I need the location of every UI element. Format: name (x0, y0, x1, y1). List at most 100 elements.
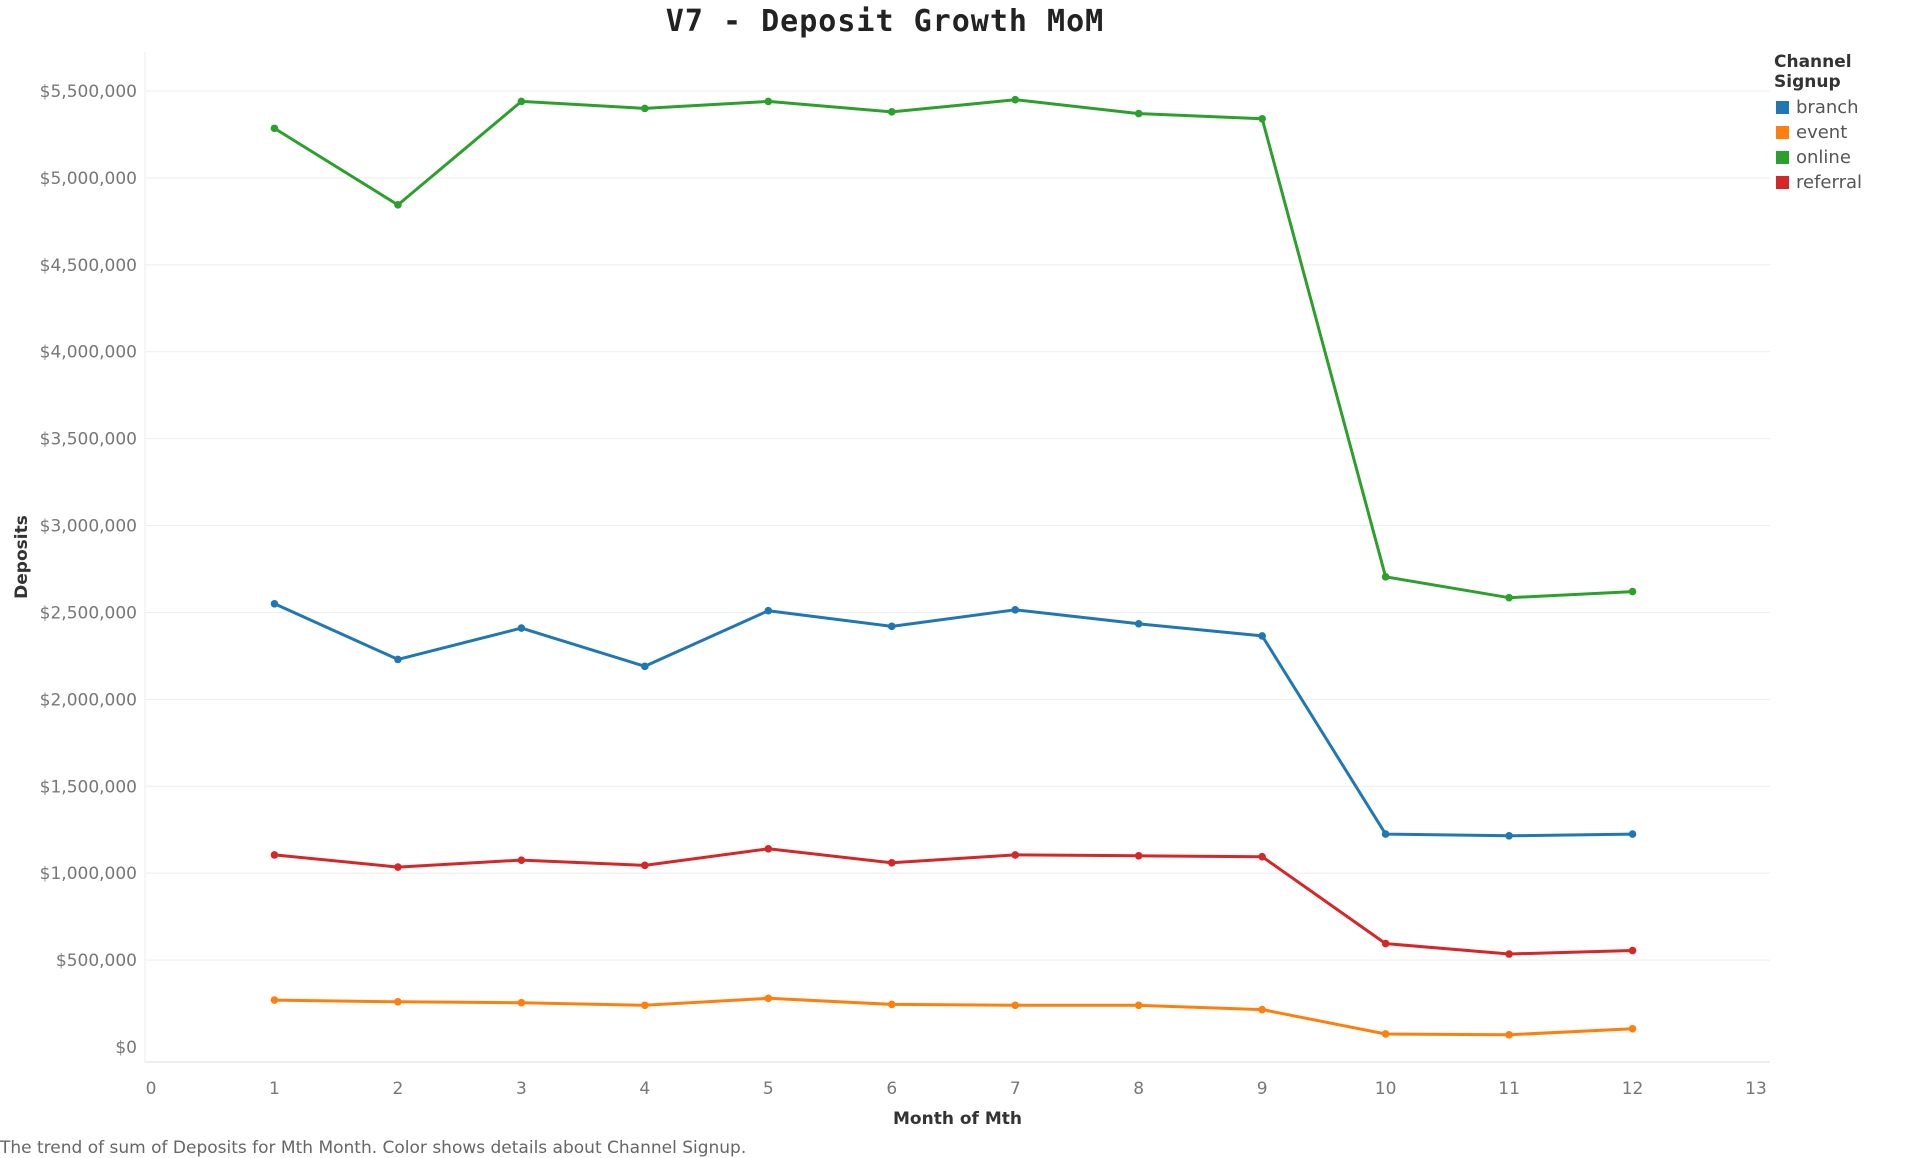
data-point-event[interactable] (1381, 1030, 1390, 1038)
data-point-referral[interactable] (1011, 851, 1020, 859)
data-point-online[interactable] (1011, 95, 1020, 104)
data-point-referral[interactable] (270, 851, 279, 859)
data-point-branch[interactable] (517, 624, 526, 632)
data-point-event[interactable] (1134, 1001, 1143, 1010)
y-tick-label: $500,000 (56, 951, 137, 971)
data-point-online[interactable] (1505, 593, 1513, 602)
x-tick-label: 8 (1133, 1079, 1144, 1099)
y-tick-label: $4,500,000 (40, 256, 137, 276)
data-point-branch[interactable] (764, 606, 773, 615)
y-tick-label: $2,000,000 (40, 690, 137, 710)
x-axis-title: Month of Mth (893, 1109, 1022, 1129)
x-tick-label: 9 (1257, 1079, 1268, 1099)
data-point-referral[interactable] (517, 856, 526, 864)
data-point-online[interactable] (394, 201, 402, 209)
series-online (270, 95, 1637, 602)
legend-label: referral (1796, 172, 1863, 193)
data-point-event[interactable] (1258, 1005, 1266, 1014)
data-point-event[interactable] (764, 994, 773, 1003)
x-tick-label: 4 (639, 1079, 650, 1099)
y-tick-label: $3,500,000 (40, 430, 137, 450)
data-point-referral[interactable] (1381, 939, 1390, 948)
x-tick-label: 11 (1498, 1079, 1520, 1099)
data-point-referral[interactable] (1134, 852, 1143, 860)
legend-label: branch (1796, 97, 1859, 118)
data-point-event[interactable] (887, 1000, 896, 1009)
legend-item-referral[interactable]: referral (1774, 170, 1911, 195)
data-point-referral[interactable] (1628, 946, 1637, 955)
data-point-branch[interactable] (1628, 830, 1637, 838)
x-tick-label: 12 (1622, 1079, 1644, 1099)
y-tick-label: $5,500,000 (40, 82, 137, 102)
data-point-referral[interactable] (764, 845, 773, 853)
data-point-branch[interactable] (270, 599, 279, 608)
data-point-online[interactable] (641, 104, 649, 113)
data-point-referral[interactable] (887, 858, 896, 867)
y-axis-title: Deposits (12, 515, 32, 599)
data-point-branch[interactable] (1258, 632, 1266, 640)
data-point-referral[interactable] (1505, 950, 1513, 958)
chart-title: V7 - Deposit Growth MoM (665, 4, 1105, 39)
chart-caption: The trend of sum of Deposits for Mth Mon… (0, 1138, 747, 1158)
y-tick-label: $4,000,000 (40, 343, 137, 363)
data-point-event[interactable] (641, 1001, 649, 1010)
axes: $0 $500,000 $1,000,000 $1,500,000 $2,000,000… (40, 82, 1770, 1099)
y-tick-label: $2,500,000 (40, 603, 137, 623)
data-point-event[interactable] (1505, 1031, 1513, 1039)
data-point-referral[interactable] (641, 861, 649, 870)
x-tick-label: 6 (886, 1079, 897, 1099)
data-point-online[interactable] (1134, 109, 1143, 118)
legend-item-event[interactable]: event (1774, 120, 1911, 145)
data-point-event[interactable] (394, 998, 402, 1006)
x-tick-label: 7 (1010, 1079, 1021, 1099)
data-point-branch[interactable] (1134, 619, 1143, 628)
series-line-event (274, 996, 1633, 1037)
data-point-branch[interactable] (1011, 606, 1020, 614)
data-point-branch[interactable] (887, 622, 896, 631)
x-tick-label: 13 (1745, 1079, 1767, 1099)
y-tick-label: $3,000,000 (40, 517, 137, 537)
x-tick-label: 5 (763, 1079, 774, 1099)
data-point-branch[interactable] (394, 655, 402, 664)
y-tick-label: $1,500,000 (40, 777, 137, 797)
y-tick-label: $1,000,000 (40, 864, 137, 884)
legend-item-branch[interactable]: branch (1774, 95, 1911, 120)
data-point-event[interactable] (270, 996, 279, 1004)
data-point-event[interactable] (517, 998, 526, 1007)
series-event (270, 994, 1637, 1039)
legend-items: branch event online referral (1774, 95, 1911, 195)
data-point-online[interactable] (1381, 573, 1390, 581)
data-point-online[interactable] (517, 97, 526, 106)
series-referral (270, 845, 1637, 958)
legend-label: event (1796, 122, 1848, 143)
legend-label: online (1796, 147, 1851, 168)
series-line-online (273, 98, 1633, 600)
legend-swatch (1776, 151, 1789, 164)
series-line-referral (274, 847, 1633, 956)
legend-swatch (1776, 176, 1789, 189)
data-point-online[interactable] (764, 97, 773, 106)
legend: Channel Signup branch event online referral (1774, 52, 1911, 195)
x-tick-label: 0 (146, 1079, 157, 1099)
data-point-online[interactable] (1628, 587, 1637, 596)
legend-title: Channel Signup (1774, 52, 1852, 92)
data-point-online[interactable] (1258, 115, 1266, 123)
data-point-referral[interactable] (394, 863, 402, 871)
data-point-event[interactable] (1628, 1024, 1637, 1033)
legend-swatch (1776, 101, 1789, 114)
series-layer (270, 95, 1637, 1039)
x-tick-label: 10 (1375, 1079, 1397, 1099)
data-point-branch[interactable] (1505, 832, 1513, 840)
data-point-online[interactable] (270, 124, 279, 133)
y-tick-label: $0 (115, 1038, 137, 1058)
data-point-branch[interactable] (1381, 830, 1390, 838)
data-point-branch[interactable] (641, 662, 649, 671)
data-point-referral[interactable] (1258, 852, 1266, 861)
data-point-event[interactable] (1011, 1001, 1020, 1010)
gridlines (144, 52, 1770, 1062)
legend-item-online[interactable]: online (1774, 145, 1911, 170)
data-point-online[interactable] (887, 108, 896, 116)
x-tick-label: 1 (269, 1079, 280, 1099)
x-tick-label: 2 (393, 1079, 404, 1099)
